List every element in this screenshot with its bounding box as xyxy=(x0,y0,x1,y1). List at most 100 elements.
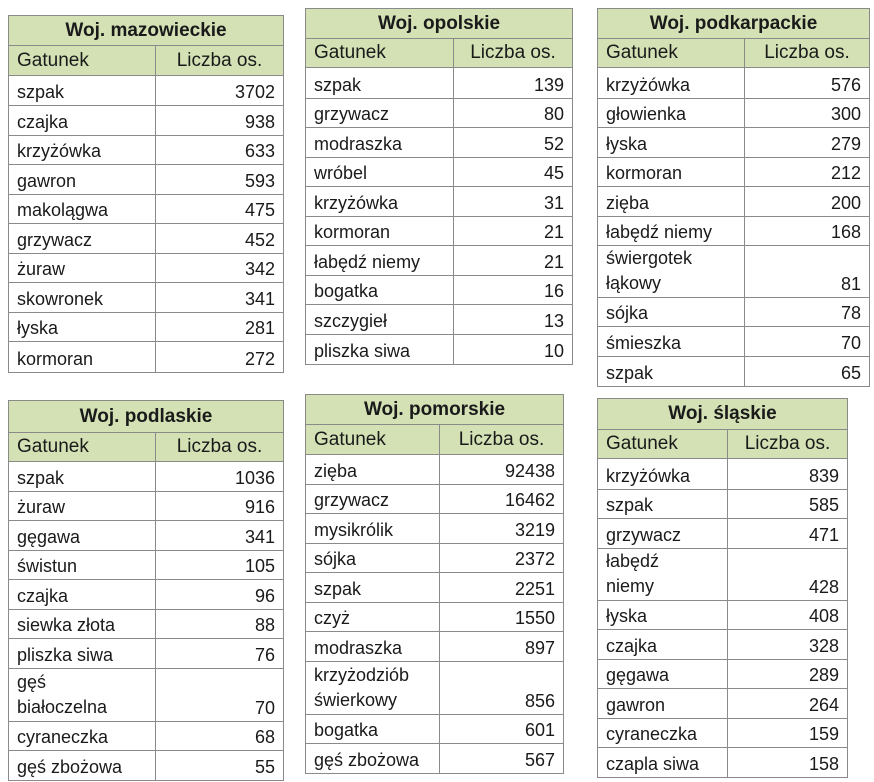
table-pomorskie: Woj. pomorskie Gatunek Liczba os. zięba 92… xyxy=(305,394,564,774)
species-cell: grzywacz xyxy=(305,98,454,128)
count-cell: 21 xyxy=(452,216,574,246)
species-cell: kormoran xyxy=(305,216,454,246)
count-cell: 916 xyxy=(155,491,284,521)
count-cell: 3219 xyxy=(439,513,564,544)
species-cell: pliszka siwa xyxy=(8,638,156,669)
species-cell: szczygieł xyxy=(305,304,454,335)
count-cell: 70 xyxy=(155,668,284,722)
table-row: bogatka 601 xyxy=(305,714,564,744)
count-cell: 16462 xyxy=(439,484,564,514)
species-cell: krzyżówka xyxy=(305,186,454,217)
count-cell: 158 xyxy=(727,747,848,778)
table-row: głowienka 300 xyxy=(597,98,870,128)
count-cell: 139 xyxy=(452,67,574,99)
count-cell: 2251 xyxy=(439,572,564,603)
table-title: Woj. podkarpackie xyxy=(597,8,870,39)
species-cell: krzyżodziób świerkowy xyxy=(305,661,440,715)
table-row: modraszka 897 xyxy=(305,631,564,662)
count-cell: 341 xyxy=(154,282,285,313)
table-row: gęgawa 289 xyxy=(597,659,848,689)
species-cell: mysikrólik xyxy=(305,513,440,544)
count-cell: 593 xyxy=(154,164,285,195)
table-row: grzywacz 16462 xyxy=(305,484,564,514)
species-cell: szpak xyxy=(8,461,156,492)
table-row: gęgawa 341 xyxy=(8,520,284,551)
count-cell: 938 xyxy=(154,105,285,136)
table-slaskie: Woj. śląskie Gatunek Liczba os. krzyżówka… xyxy=(597,398,848,778)
table-row: modraszka 52 xyxy=(305,127,574,158)
table-row: sójka 78 xyxy=(597,297,870,327)
table-row: grzywacz 80 xyxy=(305,98,574,128)
count-cell: 16 xyxy=(452,275,574,305)
count-cell: 1036 xyxy=(155,461,284,492)
table-opolskie: Woj. opolskie Gatunek Liczba os. szpak 139… xyxy=(304,8,574,365)
species-cell: gęgawa xyxy=(8,520,156,551)
table-row: krzyżówka 576 xyxy=(597,67,870,99)
species-cell: szpak xyxy=(305,572,440,603)
count-cell: 839 xyxy=(727,458,848,490)
table-row: szpak 1036 xyxy=(8,461,284,492)
count-cell: 585 xyxy=(727,489,848,519)
table-row: łyska 281 xyxy=(8,312,285,342)
table-row: śmieszka 70 xyxy=(597,326,870,357)
table-row: gawron 264 xyxy=(597,688,848,719)
count-cell: 10 xyxy=(452,334,574,365)
column-header-count: Liczba os. xyxy=(727,429,848,459)
table-row: mysikrólik 3219 xyxy=(305,513,564,544)
species-cell: czapla siwa xyxy=(597,747,728,778)
species-cell: modraszka xyxy=(305,127,454,158)
species-cell: świstun xyxy=(8,550,156,580)
count-cell: 475 xyxy=(154,194,285,224)
species-cell: krzyżówka xyxy=(597,458,728,490)
table-row: gęś białoczelna 70 xyxy=(8,668,284,722)
table-row: gęś zbożowa 55 xyxy=(8,750,284,781)
count-cell: 168 xyxy=(744,216,870,246)
count-cell: 92438 xyxy=(439,454,564,485)
table-title: Woj. śląskie xyxy=(597,398,848,430)
table-row: świstun 105 xyxy=(8,550,284,580)
table-row: krzyżówka 839 xyxy=(597,458,848,490)
count-cell: 281 xyxy=(154,312,285,342)
species-cell: bogatka xyxy=(305,275,454,305)
species-cell: łyska xyxy=(597,600,728,630)
species-cell: łyska xyxy=(597,127,745,158)
count-cell: 88 xyxy=(155,609,284,639)
species-cell: czajka xyxy=(597,629,728,660)
table-row: czyż 1550 xyxy=(305,602,564,632)
table-row: gęś zbożowa 567 xyxy=(305,743,564,774)
table-row: czajka 328 xyxy=(597,629,848,660)
species-cell: czajka xyxy=(8,579,156,610)
count-cell: 45 xyxy=(452,157,574,187)
species-cell: wróbel xyxy=(305,157,454,187)
table-row: wróbel 45 xyxy=(305,157,574,187)
table-row: grzywacz 452 xyxy=(8,223,285,254)
table-row: łabędź niemy 428 xyxy=(597,548,848,601)
count-cell: 96 xyxy=(155,579,284,610)
species-cell: szpak xyxy=(597,356,745,387)
count-cell: 31 xyxy=(452,186,574,217)
species-cell: czajka xyxy=(8,105,156,136)
count-cell: 633 xyxy=(154,135,285,165)
column-header-count: Liczba os. xyxy=(154,45,285,76)
table-row: łabędź niemy 168 xyxy=(597,216,870,246)
count-cell: 342 xyxy=(154,253,285,283)
species-cell: modraszka xyxy=(305,631,440,662)
species-cell: grzywacz xyxy=(597,518,728,549)
species-cell: gęgawa xyxy=(597,659,728,689)
species-cell: siewka złota xyxy=(8,609,156,639)
species-cell: krzyżówka xyxy=(597,67,745,99)
table-row: szpak 139 xyxy=(305,67,574,99)
species-cell: gęś białoczelna xyxy=(8,668,156,722)
table-row: cyraneczka 68 xyxy=(8,721,284,751)
species-cell: gęś zbożowa xyxy=(8,750,156,781)
count-cell: 601 xyxy=(439,714,564,744)
table-row: krzyżodziób świerkowy 856 xyxy=(305,661,564,715)
count-cell: 452 xyxy=(154,223,285,254)
table-row: łyska 279 xyxy=(597,127,870,158)
species-cell: gawron xyxy=(597,688,728,719)
count-cell: 341 xyxy=(155,520,284,551)
count-cell: 159 xyxy=(727,718,848,748)
species-cell: kormoran xyxy=(597,157,745,187)
species-cell: łabędź niemy xyxy=(305,245,454,276)
